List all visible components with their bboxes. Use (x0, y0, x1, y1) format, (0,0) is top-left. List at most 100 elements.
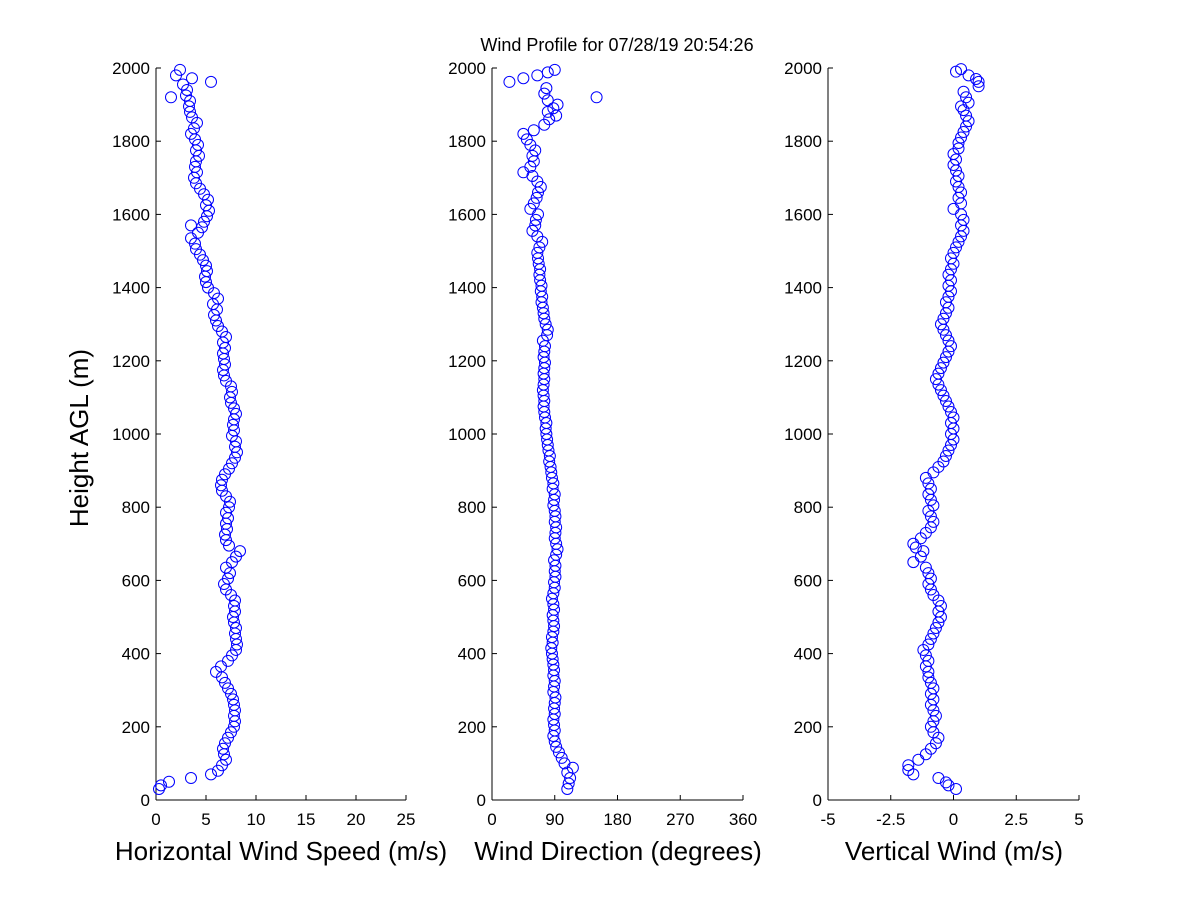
wind-speed-x-tick-label: 25 (397, 810, 416, 829)
vertical-wind-data-point (924, 676, 937, 689)
wind-direction-data-point (527, 197, 540, 210)
vertical-wind-data-point (934, 384, 947, 397)
vertical-wind-data-point (924, 510, 937, 523)
wind-direction-y-tick-label: 2000 (448, 59, 486, 78)
vertical-wind-data-point (939, 296, 952, 309)
wind-direction-y-tick-label: 1600 (448, 205, 486, 224)
wind-speed-data-point (217, 742, 229, 755)
vertical-wind-data-point (950, 153, 963, 166)
wind-direction-y-tick-label: 1800 (448, 132, 486, 151)
wind-speed-y-tick-label: 1800 (112, 132, 150, 151)
wind-direction-data-point (531, 246, 544, 259)
wind-direction-y-tick-label: 400 (458, 645, 486, 664)
wind-speed-data-point (177, 78, 189, 91)
vertical-wind-data-point (955, 63, 968, 76)
wind-speed-data-point (223, 539, 235, 552)
vertical-wind-x-tick-label: 2.5 (1004, 810, 1028, 829)
wind-direction-data-point (545, 592, 558, 605)
vertical-wind-data-point (955, 131, 968, 144)
wind-speed-data-point (225, 726, 237, 739)
wind-speed-y-tick-label: 0 (141, 791, 150, 810)
wind-direction-data-point (503, 75, 516, 88)
wind-speed-y-tick-label: 2000 (112, 59, 150, 78)
vertical-wind-data-point (952, 137, 965, 150)
wind-direction-data-point (529, 219, 542, 232)
wind-speed-data-point (230, 621, 242, 634)
vertical-wind-data-point (919, 649, 932, 662)
vertical-wind-data-point (924, 632, 937, 645)
vertical-wind-data-point (934, 318, 947, 331)
vertical-wind-data-point (929, 621, 942, 634)
wind-speed-data-point (186, 72, 198, 85)
vertical-wind-data-point (952, 169, 965, 182)
wind-speed-data-point (234, 545, 246, 558)
vertical-wind-panel: Vertical Wind (m/s) 0 200 400 600 800 1000 120… (784, 59, 1084, 866)
wind-direction-data-point (530, 191, 543, 204)
vertical-wind-y-tick-label: 600 (794, 571, 822, 590)
vertical-wind-x-tick-label: 0 (949, 810, 958, 829)
wind-speed-data-point (229, 440, 241, 453)
wind-speed-data-point (230, 407, 242, 420)
vertical-wind-data-point (927, 515, 940, 528)
wind-speed-data-point (189, 160, 201, 173)
vertical-wind-data-point (924, 720, 937, 733)
vertical-wind-x-tick-label: -5 (820, 810, 835, 829)
wind-speed-data-point (190, 243, 202, 256)
wind-direction-y-tick-label: 0 (477, 791, 486, 810)
wind-speed-x-tick-label: 0 (151, 810, 160, 829)
vertical-wind-data-point (972, 80, 985, 93)
wind-speed-data-point (226, 385, 238, 398)
wind-direction-data-point (517, 127, 530, 140)
wind-speed-data-point (223, 462, 235, 475)
vertical-wind-data-point (927, 589, 940, 602)
vertical-wind-data-point (934, 362, 947, 375)
vertical-wind-data-point (924, 572, 937, 585)
wind-direction-data-point (551, 98, 564, 111)
vertical-wind-y-tick-label: 200 (794, 718, 822, 737)
wind-speed-data-point (202, 281, 214, 294)
wind-speed-y-tick-label: 1400 (112, 279, 150, 298)
wind-direction-data-point (543, 113, 556, 126)
wind-speed-data-point (198, 215, 210, 228)
wind-direction-data-point (552, 746, 565, 759)
wind-speed-data-point (197, 254, 209, 267)
vertical-wind-data-point (929, 709, 942, 722)
vertical-wind-data-point (924, 482, 937, 495)
wind-direction-data-point (517, 72, 530, 85)
vertical-wind-data-point (952, 142, 965, 155)
wind-speed-data-point (215, 479, 227, 492)
vertical-wind-data-point (932, 367, 945, 380)
vertical-wind-data-point (939, 449, 952, 462)
wind-speed-data-point (155, 779, 167, 792)
vertical-wind-y-tick-label: 0 (813, 791, 822, 810)
wind-speed-x-tick-label: 20 (347, 810, 366, 829)
wind-speed-data-point (192, 138, 204, 151)
wind-speed-data-point (200, 259, 212, 272)
vertical-wind-data-point (944, 406, 957, 419)
wind-direction-y-tick-label: 800 (458, 498, 486, 517)
wind-speed-data-point (205, 75, 217, 88)
vertical-wind-data-point (937, 356, 950, 369)
vertical-wind-y-tick-label: 1000 (784, 425, 822, 444)
vertical-wind-data-point (939, 395, 952, 408)
wind-speed-data-point (222, 731, 234, 744)
vertical-wind-data-point (942, 400, 955, 413)
wind-speed-data-point (201, 265, 213, 278)
wind-direction-data-point (590, 91, 603, 104)
wind-direction-x-tick-label: 360 (729, 810, 757, 829)
wind-speed-x-tick-label: 15 (297, 810, 316, 829)
vertical-wind-data-point (957, 213, 970, 226)
vertical-wind-x-axis-title: Vertical Wind (m/s) (845, 836, 1063, 866)
vertical-wind-data-point (960, 91, 973, 104)
vertical-wind-data-point (932, 772, 945, 785)
wind-direction-data-point (548, 554, 561, 567)
wind-speed-x-tick-label: 5 (201, 810, 210, 829)
wind-direction-x-axis-title: Wind Direction (degrees) (474, 836, 762, 866)
wind-direction-data-point (548, 63, 561, 76)
vertical-wind-data-point (970, 72, 983, 85)
wind-speed-data-point (180, 89, 192, 102)
vertical-wind-data-point (960, 109, 973, 122)
wind-speed-panel: Horizontal Wind Speed (m/s) 020040060080… (112, 59, 447, 866)
